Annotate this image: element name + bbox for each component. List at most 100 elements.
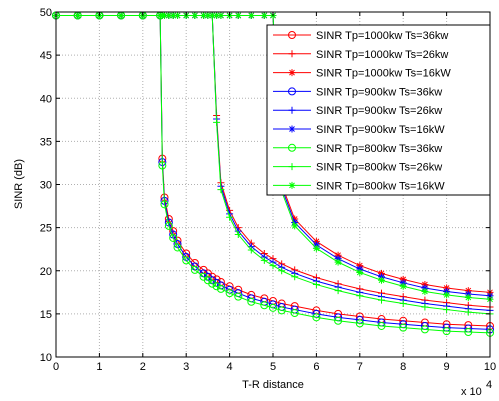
data-point <box>288 143 296 152</box>
data-point <box>312 313 321 322</box>
y-tick-label: 35 <box>40 136 52 148</box>
data-point <box>443 291 451 299</box>
data-point <box>269 262 277 270</box>
data-point <box>208 11 216 19</box>
data-point <box>399 323 408 332</box>
data-point <box>312 244 320 252</box>
x-tick-label: 10 <box>484 361 496 373</box>
y-tick-label: 50 <box>40 7 52 19</box>
data-point <box>290 309 299 318</box>
x-tick-label: 1 <box>96 361 102 373</box>
x-tick-label: 8 <box>400 361 406 373</box>
data-point <box>421 303 429 311</box>
data-point <box>378 276 385 284</box>
data-point <box>288 106 296 114</box>
legend-entry: SINR Tp=900kw Ts=26kw <box>316 105 442 117</box>
data-point <box>213 118 221 126</box>
data-point <box>420 325 429 334</box>
data-point <box>200 11 208 19</box>
data-point <box>165 11 173 19</box>
y-tick-label: 15 <box>40 309 52 321</box>
x-tick-label: 5 <box>270 361 276 373</box>
data-point <box>269 303 277 312</box>
data-point <box>174 11 182 19</box>
x-tick-label: 2 <box>140 361 146 373</box>
legend: SINR Tp=1000kw Ts=36kw SINR Tp=1000kw Ts=… <box>266 24 491 196</box>
legend-entry: SINR Tp=800kw Ts=16kW <box>316 180 445 192</box>
data-point <box>288 31 296 39</box>
data-point <box>288 87 296 96</box>
legend-entry: SINR Tp=900kw Ts=36kw <box>316 86 442 98</box>
data-point <box>356 292 364 300</box>
y-tick-label: 10 <box>40 352 52 364</box>
data-point <box>234 292 243 301</box>
legend-entry: SINR Tp=800kw Ts=26kw <box>316 162 442 174</box>
data-point <box>212 282 221 291</box>
data-point <box>260 11 268 19</box>
data-point <box>217 11 225 19</box>
data-point <box>288 163 296 171</box>
legend-entry: SINR Tp=800kw Ts=36kw <box>316 143 442 155</box>
data-point <box>288 181 296 189</box>
data-point <box>234 11 242 19</box>
data-point <box>226 213 234 221</box>
data-point <box>377 321 386 330</box>
y-tick-label: 45 <box>40 50 52 62</box>
x-multiplier-exponent: 4 <box>486 379 492 391</box>
data-point <box>190 265 199 274</box>
y-tick-label: 30 <box>40 180 52 192</box>
data-point <box>234 231 242 239</box>
data-point <box>158 161 167 170</box>
data-point <box>217 186 225 194</box>
legend-entry: SINR Tp=1000kw Ts=16kW <box>316 68 451 80</box>
data-point <box>443 306 451 314</box>
data-point <box>291 222 299 230</box>
data-point <box>278 267 286 275</box>
data-point <box>117 11 125 19</box>
data-point <box>160 200 169 209</box>
data-point <box>378 296 385 304</box>
legend-entry: SINR Tp=1000kw Ts=36kw <box>316 30 448 42</box>
data-point <box>291 273 299 281</box>
data-point <box>399 300 407 308</box>
data-point <box>288 50 296 58</box>
data-point <box>169 233 178 242</box>
x-multiplier: x 10 <box>461 386 482 398</box>
data-point <box>260 301 269 310</box>
x-tick-label: 6 <box>313 361 319 373</box>
x-axis-title: T-R distance <box>242 379 304 391</box>
x-tick-label: 4 <box>227 361 233 373</box>
data-point <box>208 279 217 288</box>
data-point <box>161 11 168 19</box>
data-point <box>464 327 473 336</box>
data-point <box>247 297 256 306</box>
x-tick-label: 0 <box>53 361 59 373</box>
data-point <box>355 319 364 328</box>
data-point <box>247 246 255 254</box>
y-tick-label: 40 <box>40 93 52 105</box>
y-tick-label: 20 <box>40 266 52 278</box>
legend-entry: SINR Tp=1000kw Ts=26kw <box>316 49 448 61</box>
data-point <box>182 256 191 265</box>
data-point <box>247 11 255 19</box>
data-point <box>277 306 286 315</box>
data-point <box>173 243 182 252</box>
data-point <box>356 268 364 276</box>
data-point <box>164 221 173 230</box>
data-point <box>169 11 177 19</box>
data-point <box>213 11 221 19</box>
data-point <box>312 281 320 289</box>
x-tick-label: 9 <box>444 361 450 373</box>
y-axis-title: SINR (dB) <box>13 159 25 209</box>
data-point <box>421 287 429 295</box>
y-tick-label: 25 <box>40 223 52 235</box>
data-point <box>288 125 296 133</box>
data-point <box>260 256 268 264</box>
data-point <box>216 284 225 293</box>
data-point <box>399 282 407 290</box>
data-point <box>74 11 82 19</box>
data-point <box>204 11 212 19</box>
data-point <box>334 316 343 325</box>
